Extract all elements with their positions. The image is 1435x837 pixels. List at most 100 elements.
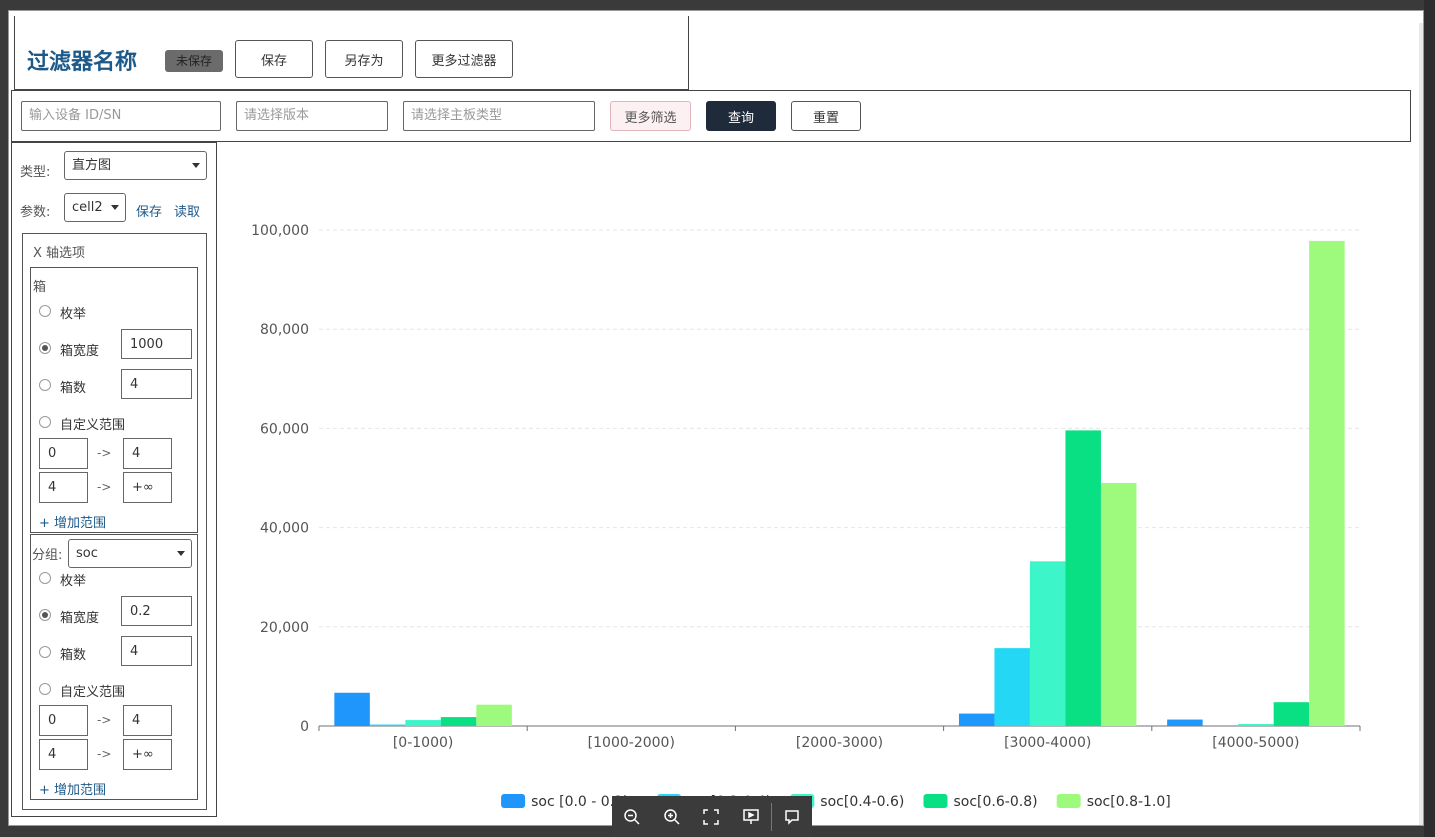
group-enum-radio[interactable] <box>39 572 51 584</box>
x-bin-box: 箱 枚举 箱宽度 1000 箱数 4 自定义范围 0 -> 4 4 -> +∞ … <box>30 267 198 533</box>
group-custom-range-radio[interactable] <box>39 683 51 695</box>
x-range-2-from[interactable]: 4 <box>39 472 88 503</box>
filter-header: 过滤器名称 未保存 保存 另存为 更多过滤器 <box>14 16 689 90</box>
y-tick-label: 20,000 <box>260 620 309 636</box>
y-tick-label: 40,000 <box>260 521 309 537</box>
type-label: 类型: <box>20 165 51 180</box>
x-bin-width-label: 箱宽度 <box>60 344 100 359</box>
param-read-link[interactable]: 读取 <box>174 205 201 220</box>
x-range-1-to[interactable]: 4 <box>123 438 172 469</box>
legend-label: soc[0.8-1.0] <box>1087 794 1171 810</box>
x-bin-width-input[interactable]: 1000 <box>121 329 192 359</box>
fit-screen-icon[interactable] <box>692 796 732 837</box>
bar <box>1273 702 1310 726</box>
bar <box>334 692 370 726</box>
page-title: 过滤器名称 <box>27 50 138 75</box>
group-bin-count-input[interactable]: 4 <box>121 636 192 666</box>
chart-type-select[interactable]: 直方图 <box>64 151 207 180</box>
more-filters-button[interactable]: 更多过滤器 <box>415 40 513 78</box>
group-label: 分组: <box>32 548 63 563</box>
bar <box>958 713 995 726</box>
comment-icon[interactable] <box>772 796 812 837</box>
device-id-input[interactable]: 输入设备 ID/SN <box>21 101 221 131</box>
param-save-link[interactable]: 保存 <box>136 205 163 220</box>
chevron-down-icon <box>177 551 185 556</box>
x-tick-label: [0-1000) <box>393 735 454 751</box>
histogram-chart: 0 20,000 40,000 60,000 80,000 100,000 [0-1000)… <box>219 142 1417 822</box>
y-tick-label: 100,000 <box>251 223 309 239</box>
range-arrow: -> <box>97 747 112 761</box>
status-badge: 未保存 <box>165 50 223 72</box>
x-custom-range-radio[interactable] <box>39 416 51 428</box>
x-enum-label: 枚举 <box>60 307 87 322</box>
x-bin-count-label: 箱数 <box>60 381 87 396</box>
group-range-1-from[interactable]: 0 <box>39 705 88 736</box>
x-bin-width-radio[interactable] <box>39 342 51 354</box>
bar <box>1238 724 1274 726</box>
x-options-title: X 轴选项 <box>33 246 86 261</box>
legend-swatch <box>1056 794 1081 808</box>
group-range-1-to[interactable]: 4 <box>123 705 172 736</box>
bar <box>1029 561 1066 726</box>
scrollbar[interactable] <box>1419 23 1423 825</box>
y-tick-label: 80,000 <box>260 322 309 338</box>
chevron-down-icon <box>111 205 119 210</box>
x-bin-count-input[interactable]: 4 <box>121 369 192 399</box>
present-icon[interactable] <box>731 796 771 837</box>
zoom-in-icon[interactable] <box>652 796 692 837</box>
bar <box>1065 430 1101 726</box>
bin-title: 箱 <box>33 280 47 295</box>
group-enum-label: 枚举 <box>60 574 87 589</box>
x-custom-range-label: 自定义范围 <box>60 418 126 433</box>
group-add-range-link[interactable]: + 增加范围 <box>39 783 107 798</box>
x-bin-count-radio[interactable] <box>39 379 51 391</box>
save-as-button[interactable]: 另存为 <box>325 40 403 78</box>
x-range-1-from[interactable]: 0 <box>39 438 88 469</box>
x-range-2-to[interactable]: +∞ <box>123 472 172 503</box>
group-range-2-to[interactable]: +∞ <box>123 739 172 770</box>
group-bin-count-label: 箱数 <box>60 648 87 663</box>
chevron-down-icon <box>192 163 200 168</box>
x-tick-label: [1000-2000) <box>588 735 675 751</box>
board-type-select[interactable]: 请选择主板类型 <box>403 101 595 131</box>
x-tick-label: [3000-4000) <box>1004 735 1091 751</box>
app-page: 过滤器名称 未保存 保存 另存为 更多过滤器 输入设备 ID/SN 请选择版本 … <box>8 10 1424 826</box>
window-edge <box>1424 0 1435 837</box>
chart-type-value: 直方图 <box>72 158 112 173</box>
group-bin-width-radio[interactable] <box>39 609 51 621</box>
filter-bar: 输入设备 ID/SN 请选择版本 请选择主板类型 更多筛选 查询 重置 <box>11 90 1411 142</box>
y-tick-label: 0 <box>300 719 309 735</box>
reset-button[interactable]: 重置 <box>791 101 861 131</box>
group-box: 分组: soc 枚举 箱宽度 0.2 箱数 4 自定义范围 0 -> 4 4 <box>30 534 198 800</box>
range-arrow: -> <box>97 480 112 494</box>
save-button[interactable]: 保存 <box>235 40 313 78</box>
group-range-2-from[interactable]: 4 <box>39 739 88 770</box>
x-enum-radio[interactable] <box>39 305 51 317</box>
x-options-fieldset: X 轴选项 箱 枚举 箱宽度 1000 箱数 4 自定义范围 0 -> 4 4 … <box>22 233 207 810</box>
bar <box>405 720 441 726</box>
group-bin-width-input[interactable]: 0.2 <box>121 596 192 626</box>
options-panel: 类型: 直方图 参数: cell2 保存 读取 X 轴选项 箱 枚举 箱宽度 1… <box>11 142 217 817</box>
x-add-range-link[interactable]: + 增加范围 <box>39 516 107 531</box>
toolbar-divider <box>771 802 773 831</box>
legend-label: soc [0.0 - 0.2) <box>531 794 628 810</box>
legend-label: soc[0.6-0.8) <box>954 794 1038 810</box>
viewer-toolbar <box>612 796 812 837</box>
group-select[interactable]: soc <box>68 539 192 568</box>
range-arrow: -> <box>97 713 112 727</box>
bar <box>1100 482 1137 726</box>
param-select[interactable]: cell2 <box>64 193 126 222</box>
query-button[interactable]: 查询 <box>706 101 776 131</box>
bar <box>1167 719 1203 726</box>
range-arrow: -> <box>97 446 112 460</box>
histogram-svg: 0 20,000 40,000 60,000 80,000 100,000 [0-1000)… <box>251 223 1361 810</box>
version-select[interactable]: 请选择版本 <box>236 101 388 131</box>
more-filter-button[interactable]: 更多筛选 <box>610 101 691 131</box>
y-tick-label: 60,000 <box>260 421 309 437</box>
zoom-out-icon[interactable] <box>612 796 652 837</box>
bar <box>440 717 477 726</box>
group-custom-range-label: 自定义范围 <box>60 685 126 700</box>
group-bin-count-radio[interactable] <box>39 646 51 658</box>
x-tick-label: [4000-5000) <box>1212 735 1299 751</box>
bar <box>476 704 512 726</box>
